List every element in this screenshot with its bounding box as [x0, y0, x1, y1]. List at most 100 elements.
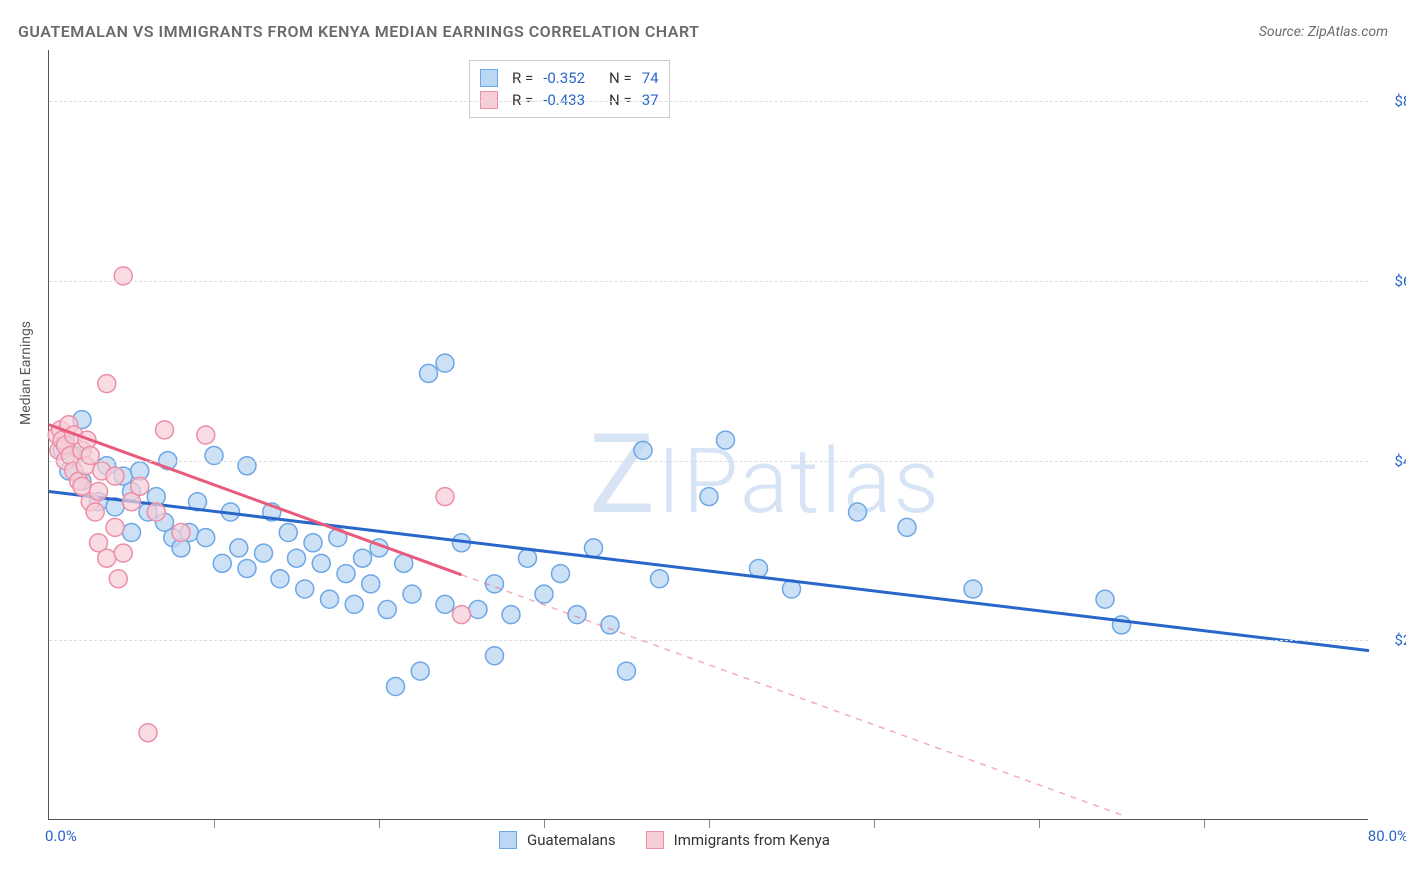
- data-point: [964, 580, 982, 598]
- data-point: [601, 616, 619, 634]
- x-tick: [1039, 820, 1040, 828]
- data-point: [106, 467, 124, 485]
- data-point: [337, 565, 355, 583]
- data-point: [717, 431, 735, 449]
- data-point: [288, 549, 306, 567]
- data-point: [296, 580, 314, 598]
- data-point: [345, 595, 363, 613]
- data-point: [700, 488, 718, 506]
- data-point: [469, 601, 487, 619]
- data-point: [197, 426, 215, 444]
- data-point: [354, 549, 372, 567]
- data-point: [131, 477, 149, 495]
- gridline-h: [49, 461, 1368, 462]
- gridline-h: [49, 640, 1368, 641]
- series-legend: Guatemalans Immigrants from Kenya: [499, 831, 830, 849]
- y-tick-label: $62,500: [1378, 272, 1406, 290]
- data-point: [568, 606, 586, 624]
- y-tick-label: $27,500: [1378, 631, 1406, 649]
- data-point: [147, 503, 165, 521]
- data-point: [123, 524, 141, 542]
- data-point: [519, 549, 537, 567]
- corr-n-value: 74: [642, 69, 659, 87]
- correlation-legend: R = -0.352 N = 74 R = -0.433 N = 37: [469, 60, 670, 118]
- y-tick-label: $45,000: [1378, 452, 1406, 470]
- data-point: [90, 482, 108, 500]
- corr-n-label: N =: [609, 69, 632, 87]
- legend-item: Guatemalans: [499, 831, 616, 849]
- corr-r-label: R =: [512, 91, 533, 109]
- x-tick: [874, 820, 875, 828]
- watermark: ZIPatlas: [589, 410, 941, 539]
- data-point: [271, 570, 289, 588]
- corr-r-label: R =: [512, 69, 533, 87]
- gridline-h: [49, 101, 1368, 102]
- data-point: [156, 421, 174, 439]
- data-point: [453, 606, 471, 624]
- data-point: [651, 570, 669, 588]
- data-point: [279, 524, 297, 542]
- data-point: [213, 554, 231, 572]
- chart-title: GUATEMALAN VS IMMIGRANTS FROM KENYA MEDI…: [18, 22, 699, 41]
- data-point: [321, 590, 339, 608]
- data-point: [86, 503, 104, 521]
- data-point: [1096, 590, 1114, 608]
- data-point: [436, 595, 454, 613]
- data-point: [109, 570, 127, 588]
- legend-label: Immigrants from Kenya: [674, 831, 830, 849]
- data-point: [436, 488, 454, 506]
- legend-item: Immigrants from Kenya: [646, 831, 830, 849]
- data-point: [304, 534, 322, 552]
- data-point: [585, 539, 603, 557]
- x-tick: [544, 820, 545, 828]
- correlation-row: R = -0.352 N = 74: [480, 67, 659, 89]
- correlation-row: R = -0.433 N = 37: [480, 89, 659, 111]
- legend-swatch: [499, 831, 517, 849]
- data-point: [238, 559, 256, 577]
- x-axis-max-label: 80.0%: [1368, 827, 1406, 845]
- data-point: [81, 447, 99, 465]
- data-point: [106, 518, 124, 536]
- x-tick: [379, 820, 380, 828]
- legend-swatch: [480, 91, 498, 109]
- chart-source: Source: ZipAtlas.com: [1259, 24, 1388, 40]
- data-point: [898, 518, 916, 536]
- data-point: [411, 662, 429, 680]
- data-point: [230, 539, 248, 557]
- corr-n-label: N =: [609, 91, 632, 109]
- scatter-plot-svg: [49, 50, 349, 200]
- chart-plot-area: ZIPatlas R = -0.352 N = 74 R = -0.433 N = 3…: [48, 50, 1368, 820]
- y-axis-label: Median Earnings: [18, 321, 34, 425]
- data-point: [312, 554, 330, 572]
- legend-swatch: [646, 831, 664, 849]
- legend-label: Guatemalans: [527, 831, 616, 849]
- chart-header: GUATEMALAN VS IMMIGRANTS FROM KENYA MEDI…: [18, 22, 1388, 41]
- data-point: [205, 447, 223, 465]
- data-point: [197, 529, 215, 547]
- data-point: [502, 606, 520, 624]
- data-point: [634, 441, 652, 459]
- data-point: [387, 678, 405, 696]
- data-point: [436, 354, 454, 372]
- corr-n-value: 37: [642, 91, 659, 109]
- legend-swatch: [480, 69, 498, 87]
- y-tick-label: $80,000: [1378, 92, 1406, 110]
- data-point: [420, 364, 438, 382]
- corr-r-value: -0.352: [543, 69, 585, 87]
- regression-line-dashed: [462, 575, 1122, 815]
- corr-r-value: -0.433: [543, 91, 585, 109]
- data-point: [255, 544, 273, 562]
- data-point: [98, 549, 116, 567]
- data-point: [535, 585, 553, 603]
- data-point: [98, 375, 116, 393]
- x-axis-min-label: 0.0%: [45, 827, 77, 845]
- data-point: [172, 524, 190, 542]
- x-tick: [1204, 820, 1205, 828]
- data-point: [238, 457, 256, 475]
- data-point: [362, 575, 380, 593]
- data-point: [403, 585, 421, 603]
- data-point: [849, 503, 867, 521]
- data-point: [552, 565, 570, 583]
- x-tick: [214, 820, 215, 828]
- data-point: [114, 544, 132, 562]
